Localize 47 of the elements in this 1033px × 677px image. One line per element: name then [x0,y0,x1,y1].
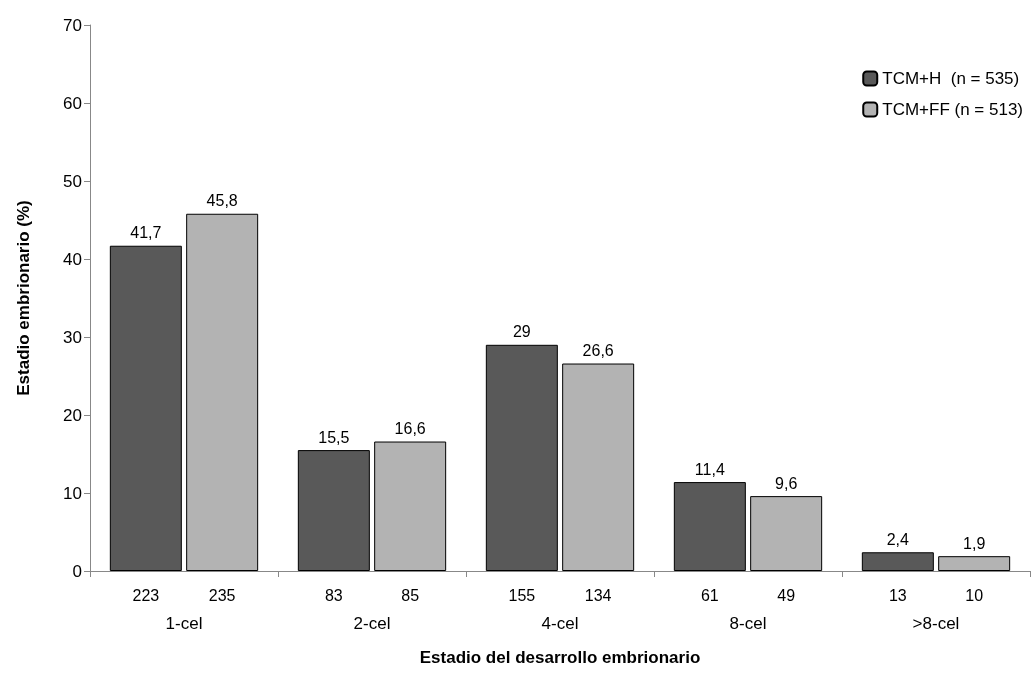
text: 155 [508,586,536,604]
y-tick-label: 10 [63,483,82,503]
text: 10 [965,586,984,604]
bar [485,344,558,571]
bar [109,245,182,571]
bar [750,496,823,571]
text: 134 [584,586,612,604]
x-axis-title: Estadio del desarrollo embrionario [419,648,701,667]
text: 83 [324,586,343,604]
y-tick-label: 30 [63,327,82,347]
bar [673,482,746,571]
y-tick-label: 40 [63,249,82,269]
bar [938,556,1011,571]
bar [861,552,934,571]
bar [186,213,259,571]
data-label: 16,6 [394,420,426,438]
data-label: 45,8 [206,192,238,210]
text: 61 [700,586,719,604]
y-tick-label: 20 [63,405,82,425]
text: 235 [208,586,236,604]
data-label: 15,5 [318,428,350,446]
x-tick-label: 2-cel [353,614,391,633]
data-label: 1,9 [963,534,986,552]
data-label: 2,4 [886,530,910,548]
x-tick-label: 4-cel [541,614,579,633]
x-tick-label: 8-cel [729,614,767,633]
bar [562,363,635,571]
text: 13 [888,586,907,604]
legend-label: TCM+H (n = 535) [882,69,1020,88]
data-label: 9,6 [775,474,798,492]
bar [374,441,447,571]
y-tick-label: 70 [63,15,82,35]
text: 85 [401,586,420,604]
legend-label: TCM+FF (n = 513) [882,100,1024,119]
data-label: 26,6 [582,342,614,360]
x-tick-label: 1-cel [165,614,203,633]
data-label: 41,7 [130,224,162,242]
data-label: 11,4 [694,460,725,478]
y-tick-label: 50 [63,171,82,191]
x-tick-label: >8-cel [912,614,960,633]
y-axis-title: Estadio embrionario (%) [14,200,33,396]
bar [297,450,370,571]
data-label: 29 [512,323,531,341]
text: 49 [777,586,796,604]
y-tick-label: 60 [63,93,82,113]
y-tick-label: 0 [72,561,82,581]
text: 223 [132,586,160,604]
